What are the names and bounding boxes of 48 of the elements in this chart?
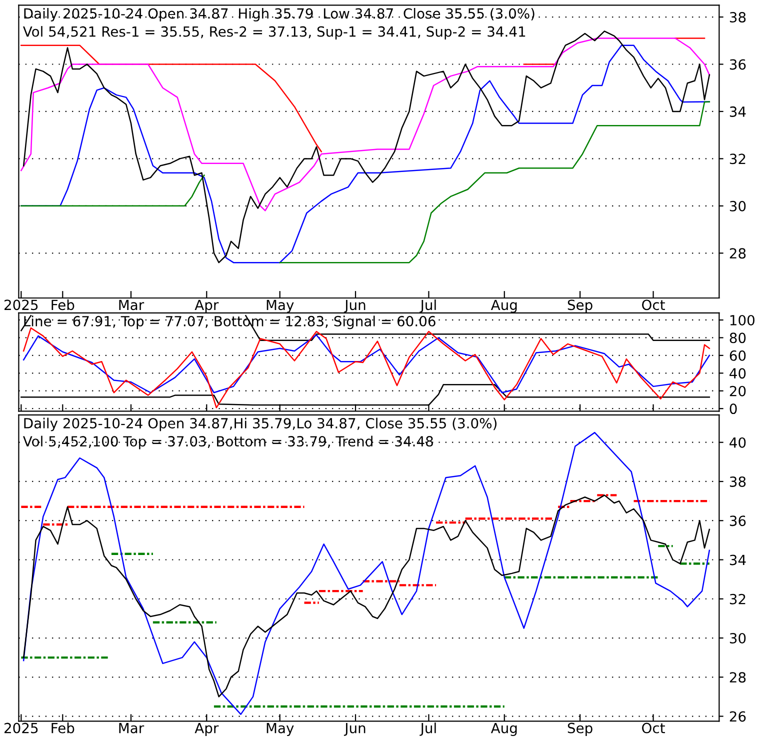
- x-tick-label: Oct: [642, 300, 665, 310]
- x-tick-label: Jul: [420, 722, 436, 736]
- y-tick-label: 30: [730, 200, 746, 212]
- x-tick-label: May: [266, 722, 294, 736]
- y-tick-label: 38: [730, 12, 746, 22]
- y-tick-label: 60: [730, 350, 746, 361]
- y-tick-label: 34: [730, 106, 746, 117]
- chart-title: Daily 2025-10-24 Open 34.87 High 35.79 Low 34.87 Close 35.55 (3.0%): [24, 8, 534, 22]
- y-tick-label: 36: [730, 516, 746, 526]
- x-tick-label: Sep: [568, 722, 592, 736]
- y-tick-label: 80: [730, 332, 746, 344]
- x-tick-label: Apr: [194, 300, 219, 313]
- text: Vol 5,452,100 Top = 37.03, Bottom = 33.79, Trend = 34.48: [22, 436, 433, 450]
- line-series: [22, 494, 710, 698]
- y-tick-label: 40: [730, 368, 746, 379]
- x-tick-label: Aug: [490, 300, 517, 313]
- y-tick-label: 28: [730, 672, 746, 683]
- y-tick-label: 36: [730, 59, 746, 70]
- x-tick-label: Oct: [642, 722, 665, 734]
- y-tick-label: 100: [730, 314, 754, 326]
- line-series: [22, 432, 710, 715]
- x-tick-label: May: [266, 300, 294, 313]
- y-tick-label: 40: [730, 437, 746, 448]
- x-tick-label: 2025: [4, 300, 38, 310]
- x-tick-label: Feb: [52, 299, 74, 310]
- line-series: [20, 38, 710, 212]
- x-tick-label: Apr: [194, 722, 219, 736]
- y-tick-label: 32: [730, 594, 746, 604]
- y-tick-label: 30: [730, 632, 746, 644]
- x-tick-label: Mar: [119, 722, 144, 734]
- x-tick-label: Jun: [344, 722, 366, 736]
- x-tick-label: Jun: [344, 300, 366, 313]
- y-tick-label: 28: [730, 248, 746, 259]
- x-tick-label: Aug: [490, 722, 517, 736]
- x-tick-label: Jul: [420, 299, 436, 313]
- y-tick-label: 34: [730, 554, 746, 566]
- text: Vol 54,521 Res-1 = 35.55, Res-2 = 37.13, Sup-1 = 34.41, Sup-2 = 34.41: [22, 26, 526, 40]
- y-tick-label: 26: [730, 711, 746, 722]
- x-tick-label: Mar: [119, 300, 144, 310]
- y-tick-label: 0: [730, 404, 737, 414]
- x-tick-label: Sep: [568, 300, 592, 313]
- y-tick-label: 32: [730, 154, 746, 164]
- y-tick-label: 20: [730, 386, 746, 396]
- x-tick-label: 2025: [4, 722, 38, 734]
- line-series: [22, 334, 710, 394]
- x-tick-label: Feb: [52, 722, 74, 734]
- chart-title: Daily 2025-10-24 Open 34.87,Hi 35.79,Lo 34.87, Close 35.55 (3.0%): [24, 418, 497, 432]
- y-tick-label: 38: [730, 476, 746, 487]
